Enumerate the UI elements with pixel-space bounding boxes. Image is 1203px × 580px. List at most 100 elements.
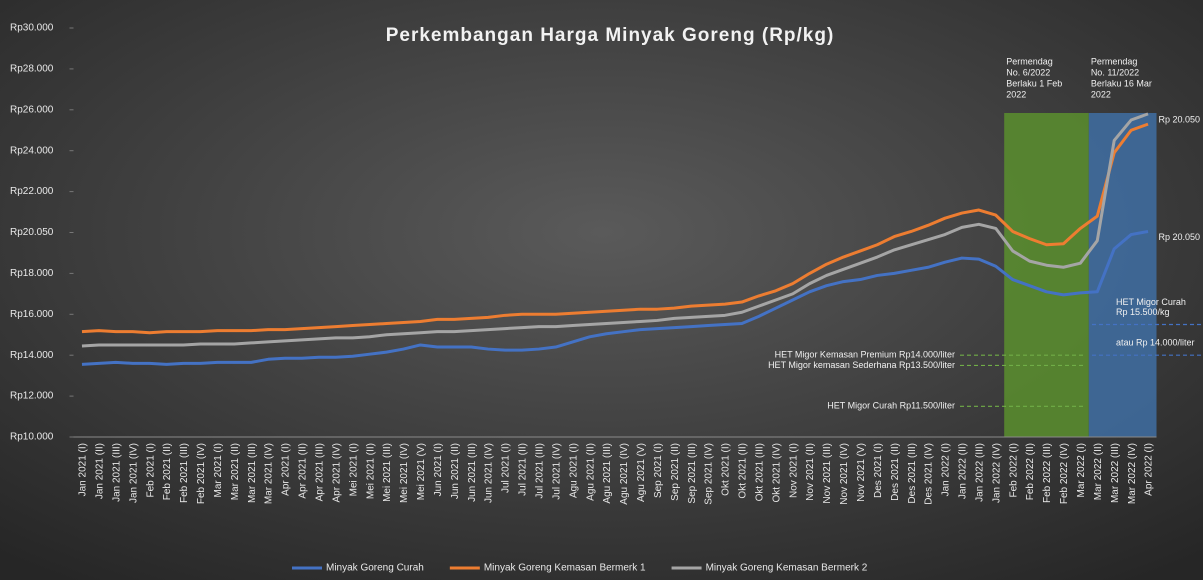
- het-label: atau Rp 14.000/liter: [1116, 338, 1195, 348]
- x-tick-label: Jul 2021 (III): [534, 443, 545, 499]
- band-label: No. 11/2022: [1091, 67, 1139, 77]
- x-tick-label: Mar 2022 (II): [1093, 443, 1104, 500]
- x-tick-label: Des 2021 (I): [873, 443, 884, 498]
- x-tick-label: Okt 2021 (IV): [771, 443, 782, 502]
- x-tick-label: Jan 2022 (III): [974, 443, 985, 502]
- series-line: [81, 122, 1149, 335]
- y-tick-label: Rp20.050: [10, 227, 54, 238]
- x-tick-label: Feb 2022 (I): [1008, 443, 1019, 497]
- het-label: Rp 15.500/kg: [1116, 307, 1170, 317]
- x-tick-label: Okt 2021 (I): [721, 443, 732, 496]
- x-tick-label: Jan 2021 (IV): [128, 443, 139, 503]
- x-tick-label: Jan 2021 (II): [95, 443, 106, 499]
- x-tick-label: Jul 2021 (IV): [551, 443, 562, 500]
- x-tick-label: Jun 2021 (III): [467, 443, 478, 502]
- legend-label: Minyak Goreng Kemasan Bermerk 2: [706, 563, 868, 574]
- x-tick-label: Sep 2021 (I): [653, 443, 664, 498]
- x-tick-label: Nov 2021 (III): [822, 443, 833, 504]
- x-tick-label: Jan 2022 (IV): [991, 443, 1002, 503]
- y-tick-label: Rp18.000: [10, 268, 54, 279]
- series-line: [81, 230, 1149, 366]
- period-band: [1004, 113, 1089, 437]
- x-tick-label: Apr 2021 (I): [281, 443, 292, 496]
- x-tick-label: Jan 2021 (III): [111, 443, 122, 502]
- x-tick-label: Jun 2021 (I): [433, 443, 444, 496]
- x-tick-label: Mei 2021 (I): [348, 443, 359, 496]
- x-tick-label: Feb 2021 (IV): [196, 443, 207, 504]
- x-tick-label: Agu 2021 (V): [636, 443, 647, 502]
- y-tick-label: Rp28.000: [10, 64, 54, 75]
- period-band: [1088, 113, 1157, 437]
- x-tick-label: Jun 2021 (IV): [484, 443, 495, 503]
- x-tick-label: Feb 2021 (II): [162, 443, 173, 500]
- x-tick-label: Okt 2021 (II): [738, 443, 749, 499]
- het-label: HET Migor kemasan Sederhana Rp13.500/lit…: [768, 360, 955, 370]
- x-tick-label: Sep 2021 (III): [687, 443, 698, 504]
- band-label: 2022: [1091, 89, 1111, 99]
- x-tick-label: Mei 2021 (V): [416, 443, 427, 500]
- x-tick-label: Nov 2021 (V): [856, 443, 867, 502]
- x-tick-label: Agu 2021 (II): [585, 443, 596, 501]
- x-tick-label: Sep 2021 (II): [670, 443, 681, 501]
- het-label: HET Migor Kemasan Premium Rp14.000/liter: [775, 350, 955, 360]
- x-tick-label: Agu 2021 (I): [568, 443, 579, 498]
- x-tick-label: Feb 2022 (III): [1042, 443, 1053, 503]
- x-tick-label: Jul 2021 (I): [501, 443, 512, 493]
- band-label: Permendag: [1091, 56, 1138, 66]
- x-tick-label: Jan 2021 (I): [78, 443, 89, 496]
- x-tick-label: Mei 2021 (IV): [399, 443, 410, 503]
- x-tick-label: Mar 2021 (I): [213, 443, 224, 497]
- x-tick-label: Feb 2021 (III): [179, 443, 190, 503]
- band-label: Berlaku 1 Feb: [1006, 78, 1062, 88]
- end-label: Rp 20.050: [1159, 114, 1201, 124]
- x-tick-label: Nov 2021 (IV): [839, 443, 850, 505]
- x-tick-label: Apr 2021 (II): [298, 443, 309, 499]
- x-tick-label: Mar 2022 (III): [1110, 443, 1121, 503]
- y-tick-label: Rp16.000: [10, 309, 54, 320]
- x-tick-label: Apr 2022 (I): [1144, 443, 1155, 496]
- legend-label: Minyak Goreng Kemasan Bermerk 1: [484, 563, 646, 574]
- y-tick-label: Rp24.000: [10, 145, 54, 156]
- x-tick-label: Sep 2021 (IV): [704, 443, 715, 505]
- y-tick-label: Rp10.000: [10, 432, 54, 443]
- end-label: Rp 20.050: [1159, 232, 1201, 242]
- x-tick-label: Mei 2021 (II): [365, 443, 376, 499]
- band-label: Permendag: [1006, 56, 1053, 66]
- x-tick-label: Des 2021 (IV): [924, 443, 935, 505]
- x-tick-label: Des 2021 (III): [907, 443, 918, 504]
- x-tick-label: Okt 2021 (III): [754, 443, 765, 501]
- het-label: HET Migor Curah: [1116, 297, 1186, 307]
- y-tick-label: Rp12.000: [10, 391, 54, 402]
- x-tick-label: Jan 2022 (II): [958, 443, 969, 499]
- het-label: HET Migor Curah Rp11.500/liter: [827, 401, 955, 411]
- x-tick-label: Jun 2021 (II): [450, 443, 461, 499]
- x-tick-label: Des 2021 (II): [890, 443, 901, 501]
- x-tick-label: Apr 2021 (IV): [331, 443, 342, 502]
- band-label: No. 6/2022: [1006, 67, 1050, 77]
- x-tick-label: Agu 2021 (IV): [619, 443, 630, 505]
- x-tick-label: Nov 2021 (I): [788, 443, 799, 498]
- x-tick-label: Mei 2021 (III): [382, 443, 393, 502]
- series-line: [81, 112, 1149, 348]
- x-tick-label: Agu 2021 (III): [602, 443, 613, 504]
- legend-label: Minyak Goreng Curah: [326, 563, 424, 574]
- x-tick-label: Nov 2021 (II): [805, 443, 816, 501]
- x-tick-label: Mar 2022 (IV): [1127, 443, 1138, 504]
- x-tick-label: Apr 2021 (III): [315, 443, 326, 501]
- x-tick-label: Jan 2022 (I): [941, 443, 952, 496]
- chart-title: Perkembangan Harga Minyak Goreng (Rp/kg): [386, 25, 835, 46]
- x-tick-label: Mar 2022 (I): [1076, 443, 1087, 497]
- x-tick-label: Mar 2021 (IV): [264, 443, 275, 504]
- y-tick-label: Rp14.000: [10, 350, 54, 361]
- y-tick-label: Rp22.000: [10, 186, 54, 197]
- x-tick-label: Jul 2021 (II): [518, 443, 529, 496]
- x-tick-label: Feb 2022 (II): [1025, 443, 1036, 500]
- x-tick-label: Mar 2021 (II): [230, 443, 241, 500]
- band-label: 2022: [1006, 89, 1026, 99]
- y-tick-label: Rp26.000: [10, 104, 54, 115]
- y-tick-label: Rp30.000: [10, 23, 54, 34]
- x-tick-label: Mar 2021 (III): [247, 443, 258, 503]
